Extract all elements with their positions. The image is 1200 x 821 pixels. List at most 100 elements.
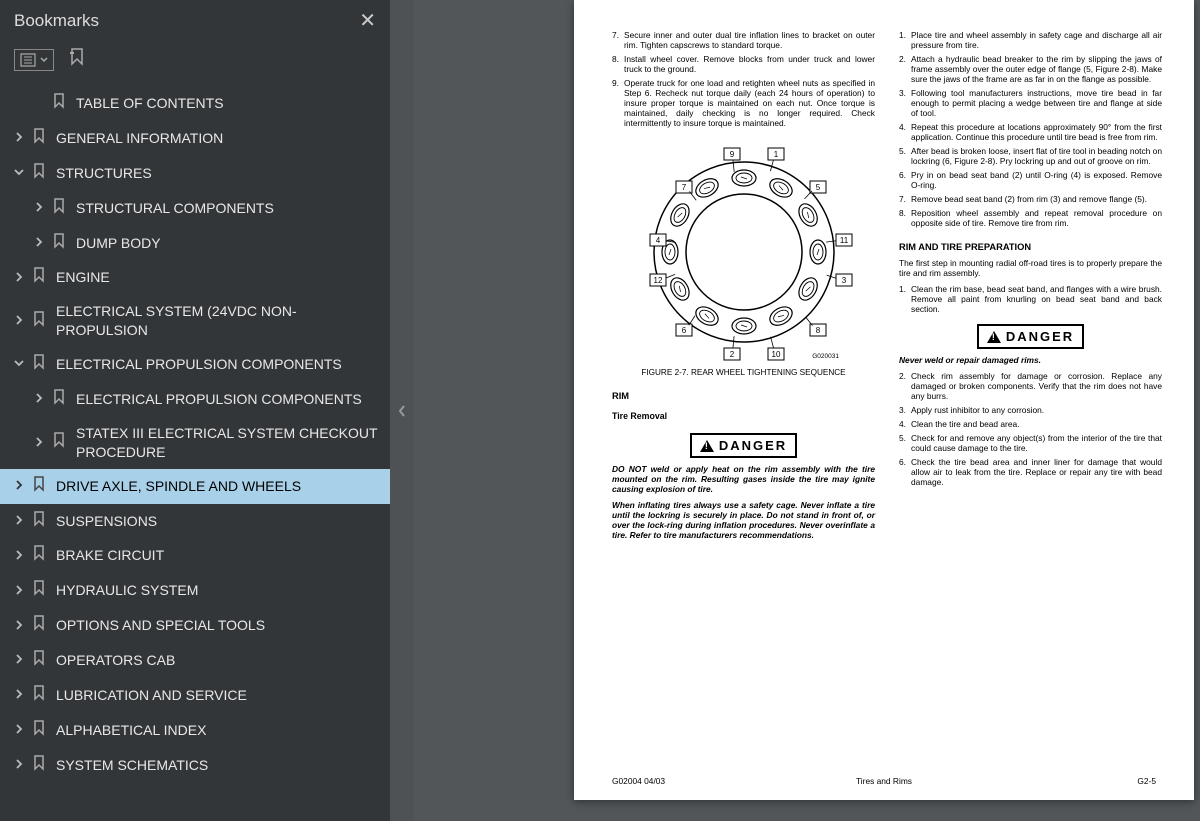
- bookmark-label: TABLE OF CONTENTS: [76, 94, 382, 113]
- expand-chevron-icon[interactable]: [34, 435, 48, 451]
- bookmark-icon: [52, 93, 68, 114]
- bookmark-item[interactable]: ELECTRICAL PROPULSION COMPONENTS: [0, 382, 390, 417]
- bookmark-item[interactable]: DRIVE AXLE, SPINDLE AND WHEELS: [0, 469, 390, 504]
- bookmark-icon: [52, 233, 68, 254]
- bookmark-label: ELECTRICAL PROPULSION COMPONENTS: [56, 355, 382, 374]
- collapse-sidebar-handle[interactable]: [390, 0, 414, 821]
- list-item: 4.Clean the tire and bead area.: [899, 419, 1162, 429]
- expand-chevron-icon[interactable]: [14, 313, 28, 329]
- list-item: 7.Secure inner and outer dual tire infla…: [612, 30, 875, 50]
- expand-chevron-icon[interactable]: [14, 757, 28, 773]
- list-item: 7.Remove bead seat band (2) from rim (3)…: [899, 194, 1162, 204]
- list-item: 8.Reposition wheel assembly and repeat r…: [899, 208, 1162, 228]
- bookmarks-header: Bookmarks ✕: [0, 0, 390, 41]
- bookmark-label: ALPHABETICAL INDEX: [56, 721, 382, 740]
- bookmark-item[interactable]: ELECTRICAL SYSTEM (24VDC NON-PROPULSION: [0, 295, 390, 347]
- figure-caption: FIGURE 2-7. REAR WHEEL TIGHTENING SEQUEN…: [612, 368, 875, 377]
- prep-intro: The first step in mounting radial off-ro…: [899, 258, 1162, 278]
- expand-chevron-icon[interactable]: [34, 391, 48, 407]
- svg-text:5: 5: [815, 183, 820, 192]
- svg-text:10: 10: [771, 350, 780, 359]
- svg-text:6: 6: [681, 326, 686, 335]
- bookmark-icon: [52, 389, 68, 410]
- list-item: 2.Check rim assembly for damage or corro…: [899, 371, 1162, 401]
- bookmark-item[interactable]: OPTIONS AND SPECIAL TOOLS: [0, 608, 390, 643]
- bookmark-item[interactable]: LUBRICATION AND SERVICE: [0, 678, 390, 713]
- bookmark-item[interactable]: TABLE OF CONTENTS: [0, 86, 390, 121]
- pdf-page: 7.Secure inner and outer dual tire infla…: [574, 0, 1194, 800]
- bookmark-item[interactable]: STATEX III ELECTRICAL SYSTEM CHECKOUT PR…: [0, 417, 390, 469]
- document-viewport[interactable]: 7.Secure inner and outer dual tire infla…: [414, 0, 1200, 821]
- expand-chevron-icon[interactable]: [14, 548, 28, 564]
- svg-text:G020031: G020031: [812, 353, 839, 360]
- expand-chevron-icon[interactable]: [14, 687, 28, 703]
- expand-chevron-icon[interactable]: [14, 130, 28, 146]
- expand-chevron-icon[interactable]: [14, 356, 28, 372]
- bookmark-item[interactable]: BRAKE CIRCUIT: [0, 538, 390, 573]
- expand-chevron-icon[interactable]: [14, 478, 28, 494]
- expand-chevron-icon[interactable]: [14, 722, 28, 738]
- bookmark-icon: [32, 545, 48, 566]
- bookmark-item[interactable]: SUSPENSIONS: [0, 504, 390, 539]
- bookmark-item[interactable]: ELECTRICAL PROPULSION COMPONENTS: [0, 347, 390, 382]
- expand-chevron-icon[interactable]: [14, 583, 28, 599]
- find-bookmark-icon[interactable]: [68, 47, 86, 72]
- expand-chevron-icon[interactable]: [14, 165, 28, 181]
- expand-chevron-icon[interactable]: [34, 200, 48, 216]
- bookmarks-title: Bookmarks: [14, 11, 359, 31]
- bookmark-item[interactable]: STRUCTURES: [0, 156, 390, 191]
- svg-text:2: 2: [729, 350, 734, 359]
- bookmark-label: ENGINE: [56, 268, 382, 287]
- bookmark-label: SYSTEM SCHEMATICS: [56, 756, 382, 775]
- bookmark-label: LUBRICATION AND SERVICE: [56, 686, 382, 705]
- bookmark-label: DRIVE AXLE, SPINDLE AND WHEELS: [56, 477, 382, 496]
- svg-text:3: 3: [841, 276, 846, 285]
- tire-removal-heading: Tire Removal: [612, 411, 875, 421]
- bookmark-label: GENERAL INFORMATION: [56, 129, 382, 148]
- expand-chevron-icon[interactable]: [14, 618, 28, 634]
- svg-text:1: 1: [773, 150, 778, 159]
- bookmark-label: STRUCTURAL COMPONENTS: [76, 199, 382, 218]
- bookmarks-toolbar: [0, 41, 390, 82]
- bookmark-label: ELECTRICAL PROPULSION COMPONENTS: [76, 390, 382, 409]
- list-item: 8.Install wheel cover. Remove blocks fro…: [612, 54, 875, 74]
- svg-text:7: 7: [681, 183, 686, 192]
- expand-chevron-icon[interactable]: [14, 513, 28, 529]
- bookmark-item[interactable]: HYDRAULIC SYSTEM: [0, 573, 390, 608]
- bookmark-label: ELECTRICAL SYSTEM (24VDC NON-PROPULSION: [56, 302, 382, 340]
- list-item: 1.Place tire and wheel assembly in safet…: [899, 30, 1162, 50]
- expand-chevron-icon[interactable]: [14, 270, 28, 286]
- options-icon[interactable]: [14, 49, 54, 71]
- bookmark-label: OPTIONS AND SPECIAL TOOLS: [56, 616, 382, 635]
- close-icon[interactable]: ✕: [359, 8, 376, 33]
- bookmark-icon: [52, 432, 68, 453]
- expand-chevron-icon[interactable]: [14, 652, 28, 668]
- expand-chevron-icon[interactable]: [34, 235, 48, 251]
- bookmarks-tree[interactable]: TABLE OF CONTENTS GENERAL INFORMATION STRU…: [0, 82, 390, 821]
- bookmark-item[interactable]: ALPHABETICAL INDEX: [0, 713, 390, 748]
- list-item: 2.Attach a hydraulic bead breaker to the…: [899, 54, 1162, 84]
- bookmark-label: OPERATORS CAB: [56, 651, 382, 670]
- rim-heading: RIM: [612, 391, 875, 401]
- bookmark-item[interactable]: SYSTEM SCHEMATICS: [0, 748, 390, 783]
- bookmark-label: SUSPENSIONS: [56, 512, 382, 531]
- bookmark-icon: [32, 163, 48, 184]
- svg-text:4: 4: [655, 236, 660, 245]
- bookmark-label: STATEX III ELECTRICAL SYSTEM CHECKOUT PR…: [76, 424, 382, 462]
- bookmark-item[interactable]: DUMP BODY: [0, 226, 390, 261]
- danger-box-1: DANGER: [690, 433, 797, 458]
- bookmark-item[interactable]: ENGINE: [0, 260, 390, 295]
- list-item: 4.Repeat this procedure at locations app…: [899, 122, 1162, 142]
- bookmark-icon: [32, 685, 48, 706]
- bookmark-icon: [32, 511, 48, 532]
- bookmark-label: DUMP BODY: [76, 234, 382, 253]
- footer-center: Tires and Rims: [793, 776, 974, 786]
- bookmark-item[interactable]: STRUCTURAL COMPONENTS: [0, 191, 390, 226]
- left-column: 7.Secure inner and outer dual tire infla…: [612, 30, 875, 764]
- bookmark-item[interactable]: GENERAL INFORMATION: [0, 121, 390, 156]
- bookmark-icon: [32, 720, 48, 741]
- bookmarks-panel: Bookmarks ✕ TABLE OF CONTENTS GENERAL INF…: [0, 0, 390, 821]
- bookmark-item[interactable]: OPERATORS CAB: [0, 643, 390, 678]
- list-item: 3.Following tool manufacturers instructi…: [899, 88, 1162, 118]
- bookmark-icon: [32, 311, 48, 332]
